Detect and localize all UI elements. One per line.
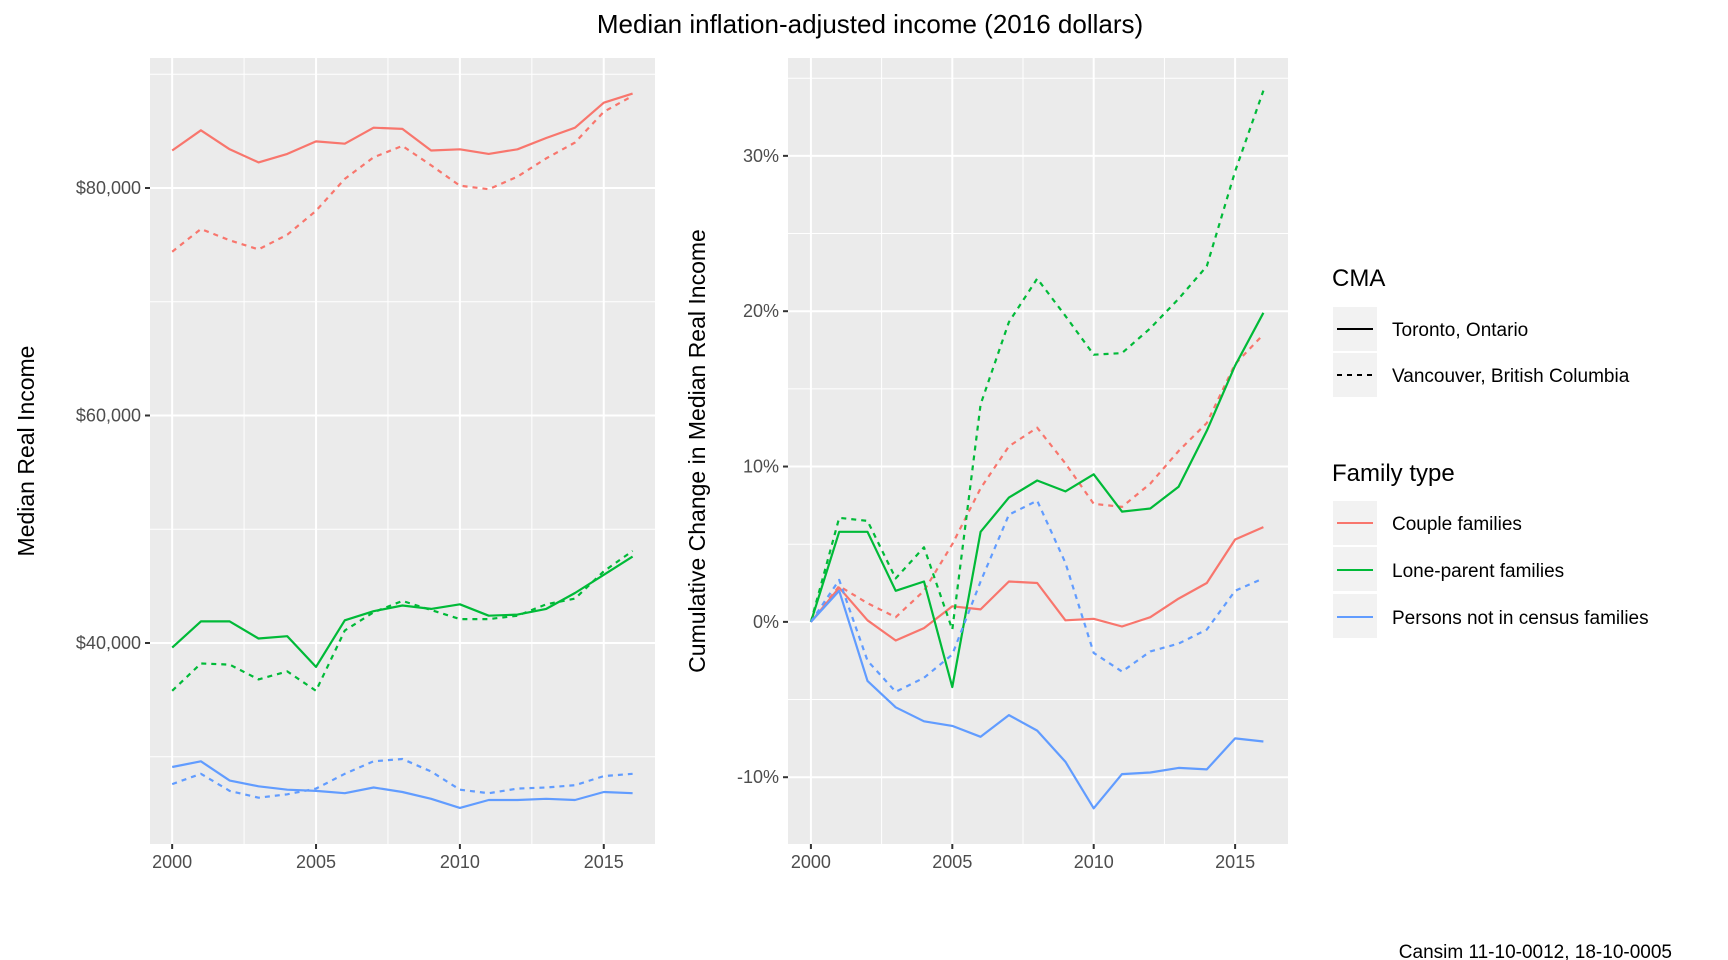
panel-background (150, 58, 655, 844)
series-line-persons-not-in-census-familiestoronto (810, 589, 1264, 810)
y-tick-label: 30% (743, 146, 779, 166)
caption: Cansim 11-10-0012, 18-10-0005 (1399, 942, 1672, 960)
y-tick-label: $80,000 (76, 178, 141, 198)
series-line-persons-not-in-census-familiesvancouver (171, 757, 633, 799)
legend-label-lone-parent: Lone-parent families (1392, 561, 1564, 582)
legend-title-family-type: Family type (1332, 460, 1455, 487)
series-line-couple-familiestoronto (810, 526, 1264, 642)
series-line-persons-not-in-census-familiesvancouver (809, 499, 1264, 693)
legend-label-persons: Persons not in census families (1392, 608, 1649, 629)
y-tick-label: 0% (753, 612, 779, 632)
y-tick-label: 20% (743, 301, 779, 321)
y-tick-label: -10% (737, 767, 779, 787)
series-line-persons-not-in-census-familiestoronto (171, 760, 633, 810)
left-y-axis-title: Median Real Income (13, 346, 39, 557)
x-tick-label: 2010 (440, 852, 480, 872)
right-y-axis-title: Cumulative Change in Median Real Income (684, 229, 710, 673)
y-tick-label: 10% (743, 457, 779, 477)
panel-background (788, 58, 1288, 844)
series-line-couple-familiesvancouver (171, 94, 634, 253)
legend: CMA Toronto, Ontario Vancouver, British … (1332, 265, 1649, 638)
x-tick-label: 2005 (296, 852, 336, 872)
x-tick-label: 2015 (1215, 852, 1255, 872)
series-line-couple-familiesvancouver (810, 333, 1265, 623)
series-line-couple-familiestoronto (171, 92, 633, 164)
chart-title: Median inflation-adjusted income (2016 d… (597, 9, 1143, 39)
x-tick-label: 2015 (584, 852, 624, 872)
right-panel-cumulative-change: 2000 2005 2010 2015 -10% 0% 10% 20% 30% (737, 58, 1288, 872)
legend-title-cma: CMA (1332, 265, 1385, 292)
x-tick-label: 2000 (791, 852, 831, 872)
series-line-lone-parent-familiesvancouver (809, 90, 1265, 631)
legend-label-toronto: Toronto, Ontario (1392, 320, 1528, 341)
left-panel-income: 2000 2005 2010 2015 $40,000 $60,000 $80,000 (76, 58, 655, 872)
y-tick-label: $40,000 (76, 633, 141, 653)
series-line-lone-parent-familiesvancouver (171, 550, 634, 692)
y-tick-label: $60,000 (76, 406, 141, 426)
series-line-lone-parent-familiestoronto (809, 312, 1265, 689)
x-tick-label: 2000 (152, 852, 192, 872)
x-tick-label: 2010 (1074, 852, 1114, 872)
series-line-lone-parent-familiestoronto (171, 555, 634, 669)
x-tick-label: 2005 (932, 852, 972, 872)
legend-label-vancouver: Vancouver, British Columbia (1392, 366, 1630, 387)
legend-label-couple: Couple families (1392, 514, 1522, 535)
